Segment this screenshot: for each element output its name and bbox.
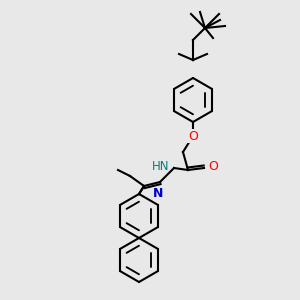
Text: O: O bbox=[188, 130, 198, 142]
Text: O: O bbox=[208, 160, 218, 173]
Text: N: N bbox=[153, 187, 163, 200]
Text: HN: HN bbox=[152, 160, 169, 173]
